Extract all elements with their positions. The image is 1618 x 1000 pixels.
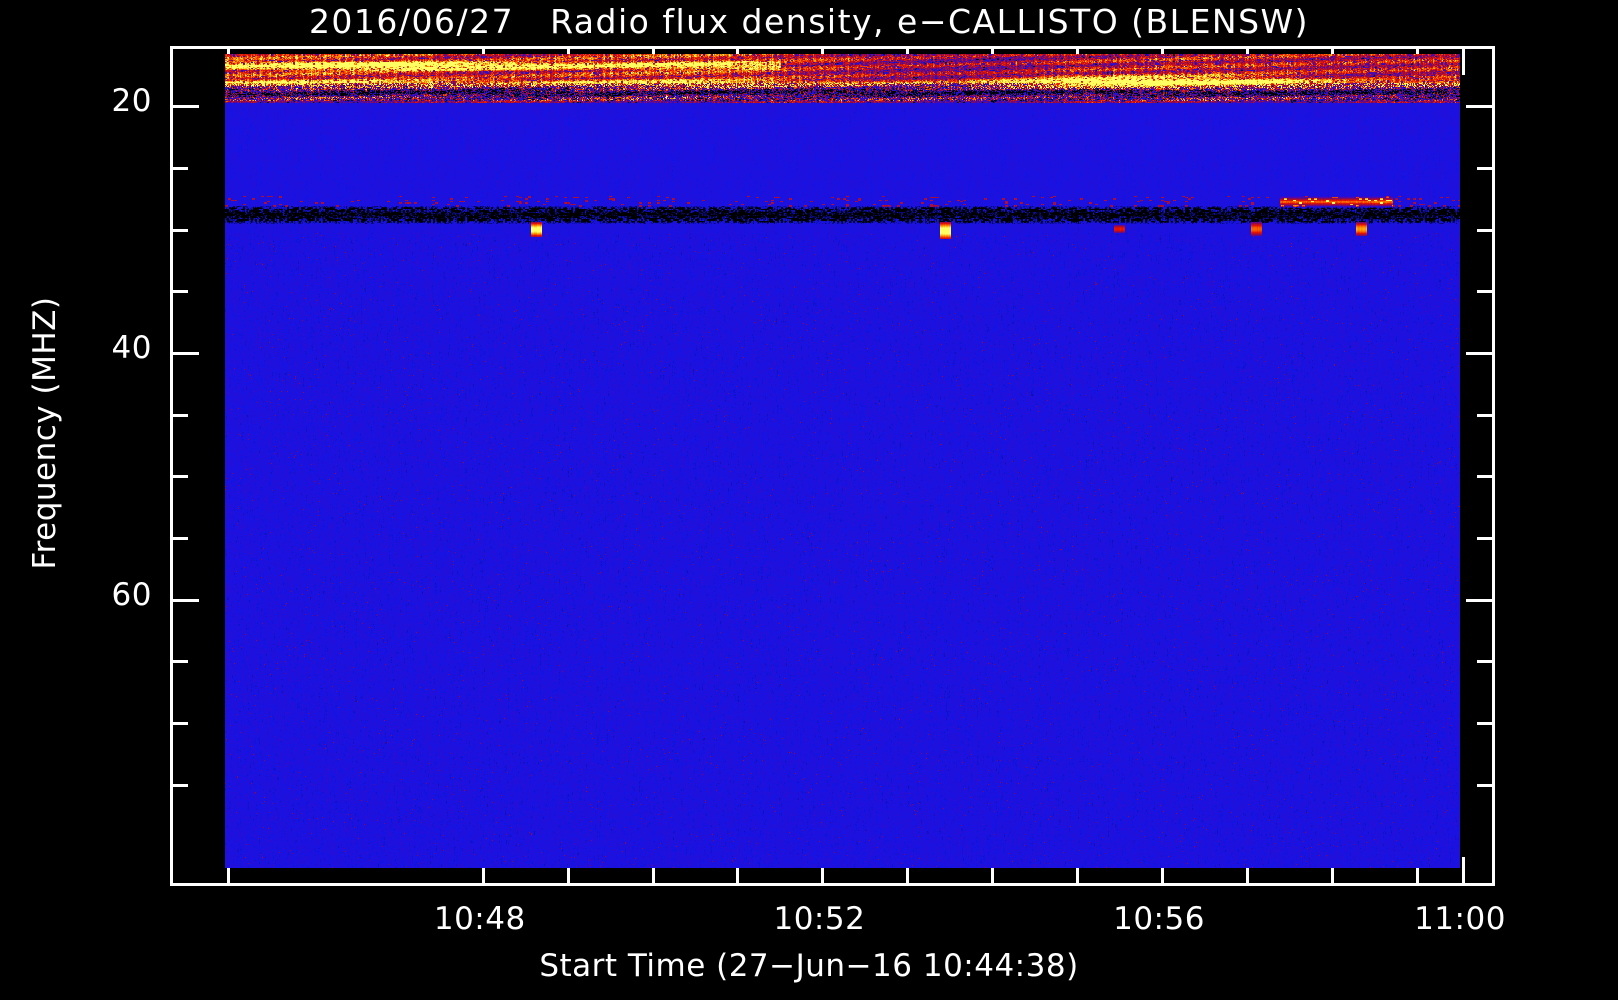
y-tick-right-20 [1466,105,1492,109]
y-tick-40 [173,352,199,355]
x-tick-10:48 [481,857,485,883]
spectrogram-image [225,54,1460,868]
x-tick-m0.6875 [1076,868,1080,883]
y-tick-right-70 [1477,722,1492,725]
x-tick-m0.6188 [991,868,995,883]
y-tick-right-35 [1477,290,1492,294]
y-tick-label-60: 60 [111,576,152,613]
x-tick-m0.8938 [1330,868,1334,883]
x-tick-10:52 [821,857,825,883]
x-tick-m0.4125 [736,868,740,883]
x-tick-11:00 [1462,857,1465,883]
y-tick-right-65 [1477,660,1492,664]
x-tick-label-10-52: 10:52 [773,901,866,937]
x-tick-label-10-48: 10:48 [433,901,526,937]
y-tick-20 [173,105,199,109]
page-title: 2016/06/27 Radio flux density, e−CALLIST… [308,2,1310,41]
x-tick-m0.275 [566,868,570,883]
x-tick-m0.9625 [1415,868,1419,883]
y-tick-right-50 [1477,475,1492,479]
y-tick-right-55 [1477,537,1492,540]
y-tick-65 [173,660,188,664]
y-tick-right-45 [1477,413,1492,417]
y-tick-25 [173,167,188,170]
y-axis-title: Frequency (MHZ) [27,296,63,570]
y-tick-right-75 [1477,783,1492,787]
x-tick-top-11:00 [1462,49,1465,75]
y-tick-right-40 [1466,352,1492,355]
y-tick-30 [173,228,188,232]
y-tick-right-60 [1466,598,1492,602]
y-tick-right-30 [1477,228,1492,232]
x-tick-m0.825 [1245,868,1249,883]
y-tick-60 [173,598,199,602]
x-tick-label-11-00: 11:00 [1414,901,1506,937]
x-tick-10:56 [1161,857,1165,883]
x-tick-m0.55 [906,868,910,883]
x-axis-title: Start Time (27−Jun−16 10:44:38) [539,948,1079,984]
y-tick-right-25 [1477,167,1492,170]
x-tick-m0.3438 [651,868,655,883]
y-tick-45 [173,413,188,417]
y-tick-55 [173,537,188,540]
y-tick-35 [173,290,188,294]
x-tick-label-10-56: 10:56 [1113,901,1205,937]
y-tick-70 [173,722,188,725]
y-tick-label-20: 20 [111,83,152,120]
y-tick-75 [173,783,188,787]
y-tick-50 [173,475,188,479]
y-tick-label-40: 40 [111,330,152,366]
x-tick-m0 [227,868,230,883]
